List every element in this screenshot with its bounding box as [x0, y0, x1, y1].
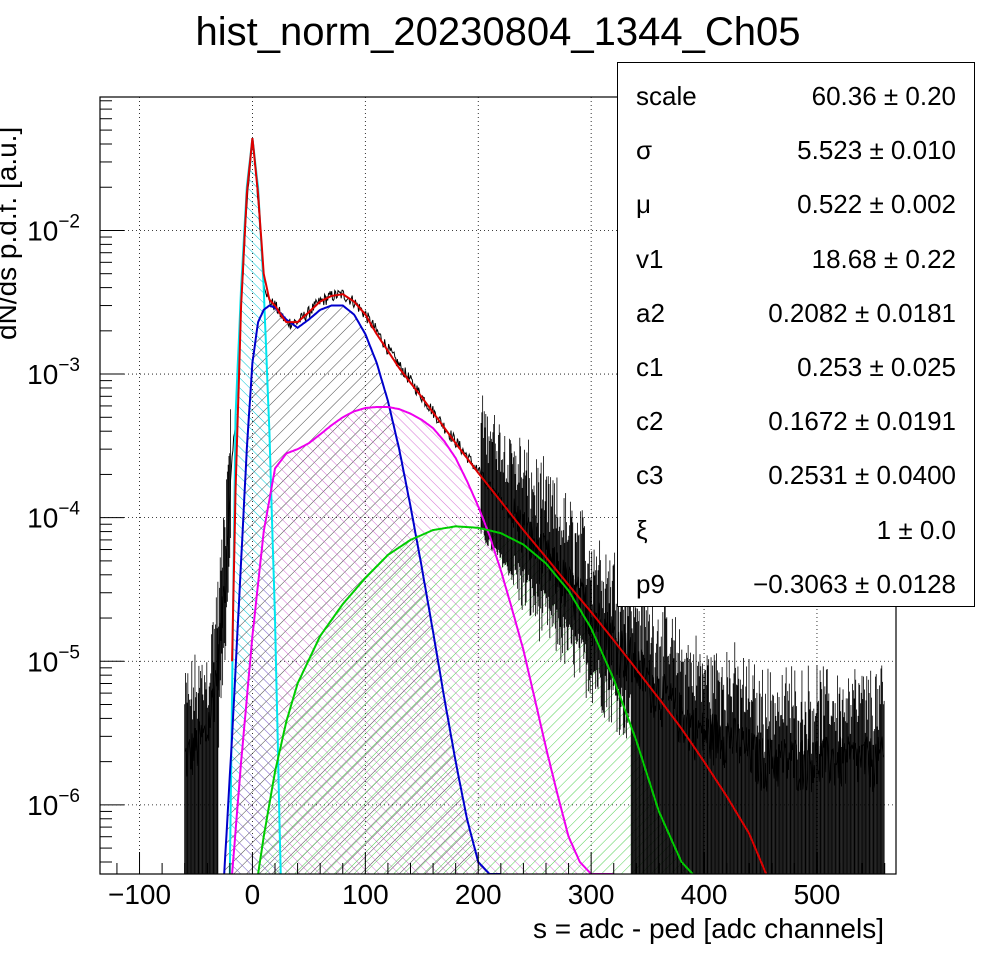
- x-axis-label: s = adc - ped [adc channels]: [533, 913, 884, 944]
- x-tick-label: 300: [568, 879, 615, 910]
- stat-row: μ 0.522 ± 0.002: [618, 177, 974, 231]
- stat-row: a2 0.2082 ± 0.0181: [618, 286, 974, 340]
- stat-name: a2: [636, 297, 665, 328]
- x-tick-label: 200: [455, 879, 502, 910]
- stat-row: scale 60.36 ± 0.20: [618, 69, 974, 123]
- y-tick-label: 10−5: [27, 642, 80, 677]
- x-tick-label: −100: [108, 879, 171, 910]
- stat-name: c1: [636, 352, 664, 382]
- component-hatch-area: [258, 526, 693, 874]
- stat-value: 0.2082 ± 0.0181: [768, 297, 956, 328]
- stat-name: ξ: [636, 514, 648, 545]
- stat-value: 0.2531 ± 0.0400: [768, 460, 956, 491]
- chart-title: hist_norm_20230804_1344_Ch05: [195, 10, 801, 54]
- total-fit-curve: [231, 137, 768, 874]
- x-tick-label: 0: [245, 879, 261, 910]
- stat-value: 0.1672 ± 0.0191: [768, 406, 956, 437]
- stat-name: p9: [636, 568, 665, 599]
- component-curve: [231, 406, 614, 874]
- stat-value: 18.68 ± 0.22: [811, 243, 956, 274]
- stat-value: 0.253 ± 0.025: [797, 352, 956, 382]
- stat-row: v1 18.68 ± 0.22: [618, 232, 974, 286]
- x-tick-label: 400: [681, 879, 728, 910]
- y-axis-ticks: 10−6 10−5 10−4 10−3 10−2: [27, 100, 124, 863]
- stat-value: 60.36 ± 0.20: [811, 81, 956, 111]
- stat-value: −0.3063 ± 0.0128: [753, 568, 956, 599]
- x-axis-ticks: −100 0 100 200 300 400 500: [108, 852, 886, 910]
- x-tick-label: 100: [342, 879, 389, 910]
- stat-value: 5.523 ± 0.010: [797, 135, 956, 166]
- component-fills: [224, 138, 693, 874]
- y-tick-label: 10−2: [27, 211, 80, 246]
- stat-row: c3 0.2531 ± 0.0400: [618, 448, 974, 502]
- component-curve: [223, 304, 501, 874]
- stat-row: ξ 1 ± 0.0: [618, 503, 974, 557]
- stat-name: c3: [636, 460, 664, 491]
- component-curve: [257, 525, 694, 874]
- fit-stats-box: scale 60.36 ± 0.20 σ 5.523 ± 0.010 μ 0.522 ± …: [617, 62, 975, 607]
- fit-curves: [223, 137, 768, 874]
- stat-value: 0.522 ± 0.002: [797, 189, 956, 220]
- y-tick-label: 10−4: [27, 499, 80, 534]
- stat-name: v1: [636, 243, 664, 274]
- stat-name: c2: [636, 406, 664, 437]
- stat-name: scale: [636, 81, 697, 111]
- stat-row: p9 −0.3063 ± 0.0128: [618, 557, 974, 611]
- stat-name: μ: [636, 189, 651, 220]
- stat-row: c1 0.253 ± 0.025: [618, 340, 974, 394]
- stat-value: 1 ± 0.0: [876, 514, 956, 545]
- stat-row: σ 5.523 ± 0.010: [618, 123, 974, 177]
- stat-name: σ: [636, 135, 653, 166]
- y-tick-label: 10−3: [27, 355, 80, 390]
- stat-row: c2 0.1672 ± 0.0191: [618, 394, 974, 448]
- x-tick-label: 500: [794, 879, 841, 910]
- y-tick-label: 10−6: [27, 786, 80, 821]
- y-axis-label: dN/ds p.d.f. [a.u.]: [0, 127, 22, 340]
